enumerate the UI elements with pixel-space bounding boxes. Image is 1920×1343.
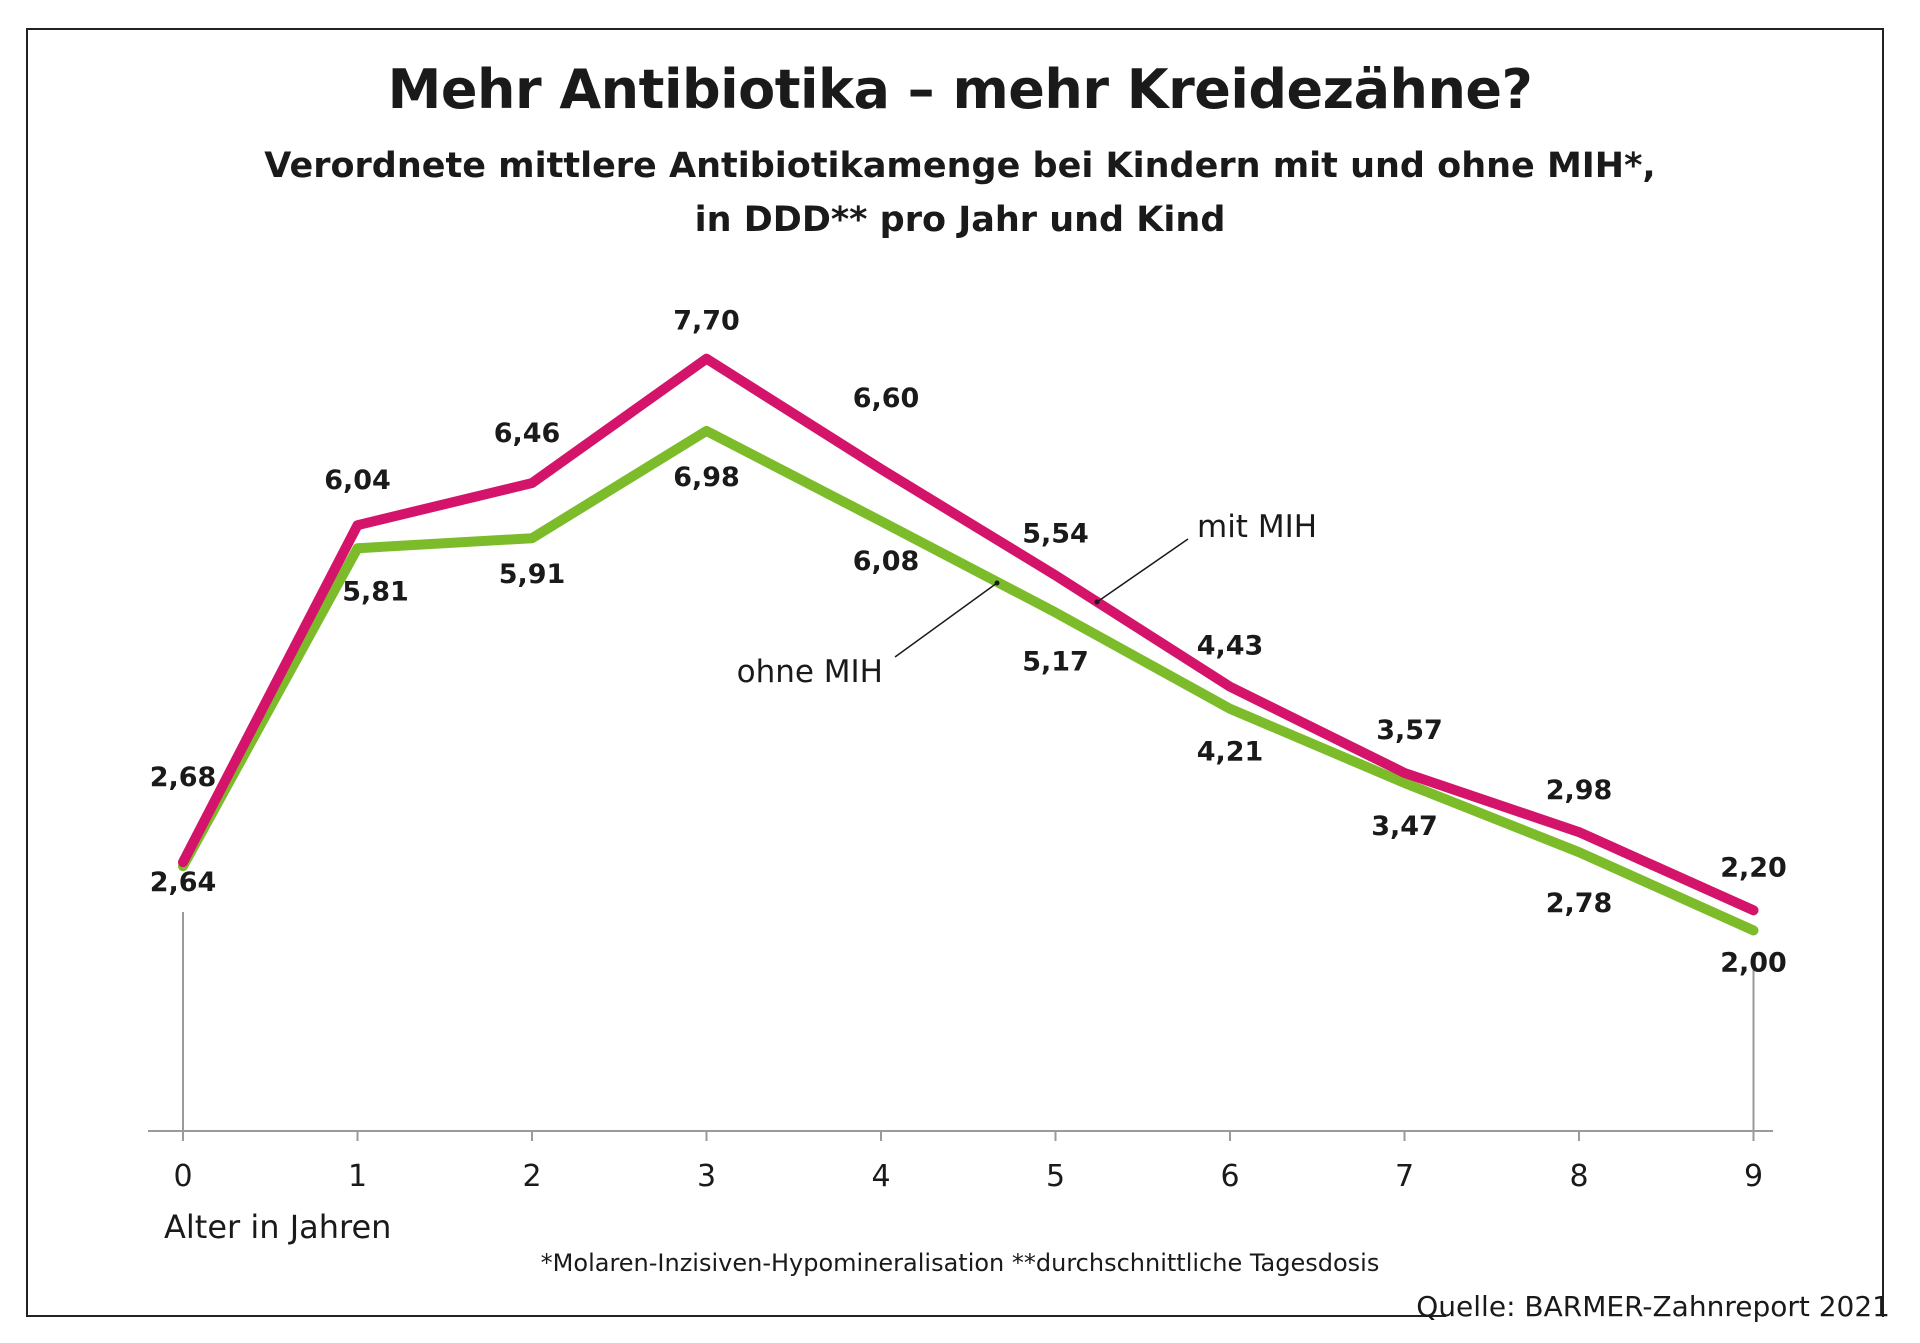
data-label-ohne-mih: 5,91 [499, 559, 566, 590]
data-label-mit-mih: 2,20 [1720, 852, 1787, 883]
x-tick-label-2: 2 [522, 1159, 541, 1194]
chart-title: Mehr Antibiotika – mehr Kreidezähne? [387, 58, 1533, 121]
data-label-ohne-mih: 4,21 [1197, 737, 1264, 768]
data-label-ohne-mih: 5,17 [1022, 646, 1089, 677]
data-label-mit-mih: 2,98 [1546, 775, 1613, 806]
data-label-mit-mih: 7,70 [673, 306, 740, 337]
leader-dot-ohne-mih [994, 580, 1000, 586]
leader-line-mit-mih [1096, 538, 1189, 603]
footnote: *Molaren-Inzisiven-Hypomineralisation **… [540, 1249, 1380, 1277]
data-label-ohne-mih: 6,08 [853, 546, 920, 577]
data-label-ohne-mih: 2,64 [150, 867, 217, 898]
data-label-ohne-mih: 5,81 [342, 576, 409, 607]
data-label-ohne-mih: 3,47 [1371, 811, 1438, 842]
data-label-mit-mih: 6,04 [324, 465, 391, 496]
x-tick-label-0: 0 [173, 1159, 192, 1194]
data-label-mit-mih: 5,54 [1022, 518, 1089, 549]
x-tick-label-7: 7 [1395, 1159, 1414, 1194]
data-label-ohne-mih: 2,78 [1546, 888, 1613, 919]
chart-frame [26, 28, 1884, 1317]
series-line-ohne-mih [178, 425, 1759, 936]
series-label-ohne-mih: ohne MIH [737, 654, 883, 690]
x-tick-label-6: 6 [1220, 1159, 1239, 1194]
series-line-mit-mih [178, 353, 1759, 916]
leader-line-ohne-mih [894, 582, 998, 658]
data-label-mit-mih: 4,43 [1197, 631, 1264, 662]
x-tick-label-4: 4 [871, 1159, 890, 1194]
data-label-mit-mih: 6,60 [853, 383, 920, 414]
data-label-mit-mih: 2,68 [150, 762, 217, 793]
series-label-mit-mih: mit MIH [1197, 509, 1317, 545]
data-label-ohne-mih: 6,98 [673, 462, 740, 493]
x-tick-label-5: 5 [1046, 1159, 1065, 1194]
x-tick-label-1: 1 [348, 1159, 367, 1194]
x-tick-label-9: 9 [1744, 1159, 1763, 1194]
x-tick-label-3: 3 [697, 1159, 716, 1194]
chart-subtitle-line2: in DDD** pro Jahr und Kind [694, 200, 1226, 240]
chart-frame-bottom [26, 1315, 1446, 1317]
chart-subtitle-line1: Verordnete mittlere Antibiotikamenge bei… [264, 146, 1656, 186]
x-axis-label: Alter in Jahren [164, 1208, 392, 1246]
data-label-ohne-mih: 2,00 [1720, 947, 1787, 978]
data-label-mit-mih: 3,57 [1376, 715, 1443, 746]
leader-dot-mit-mih [1094, 599, 1100, 605]
data-label-mit-mih: 6,46 [494, 418, 561, 449]
x-tick-label-8: 8 [1569, 1159, 1588, 1194]
source-note: Quelle: BARMER-Zahnreport 2021 [1416, 1290, 1890, 1323]
